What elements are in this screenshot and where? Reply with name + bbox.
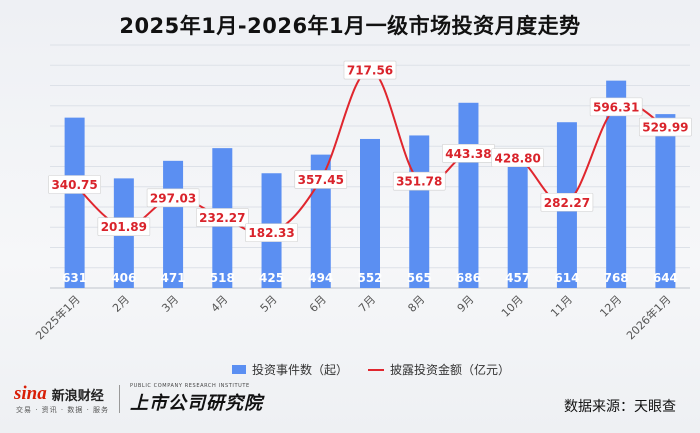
bar <box>458 102 479 288</box>
line-value-label: 201.89 <box>97 217 151 236</box>
line-value-text: 340.75 <box>51 178 97 192</box>
bar-value-label: 644 <box>653 271 678 285</box>
line-value-text: 443.38 <box>445 147 491 161</box>
bar-value-label: 518 <box>210 271 235 285</box>
footer-divider <box>119 385 121 413</box>
line-value-box <box>540 192 594 212</box>
line-value-box <box>48 175 101 194</box>
x-tick-label: 9月 <box>455 293 477 315</box>
legend-item-bar: 投资事件数（起） <box>232 361 348 378</box>
bar <box>606 80 627 288</box>
bar-value-label: 631 <box>62 271 87 285</box>
line-value-label: 357.45 <box>294 170 348 189</box>
line-value-text: 282.27 <box>544 196 590 210</box>
bar-value-label: 768 <box>604 271 629 285</box>
line-value-box <box>639 117 692 137</box>
bar-value-label: 457 <box>505 271 530 285</box>
line-value-label: 596.31 <box>589 97 643 117</box>
x-tick-label: 11月 <box>548 293 575 320</box>
footer-branding: sina 新浪财经 交易 · 资讯 · 数据 · 服务 上市公司研究院 PUBL… <box>14 383 263 415</box>
line-value-text: 201.89 <box>101 220 147 234</box>
line-value-box <box>343 60 397 80</box>
line-value-box <box>245 223 298 242</box>
legend-line-label: 披露投资金额（亿元） <box>390 363 511 377</box>
line-value-label: 443.38 <box>442 144 495 163</box>
line-value-text: 297.03 <box>150 191 196 205</box>
line-value-label: 182.33 <box>245 223 298 242</box>
line-value-box <box>491 148 544 168</box>
institute-logo: 上市公司研究院 PUBLIC COMPANY RESEARCH INSTITUT… <box>130 383 263 415</box>
line-value-label: 297.03 <box>146 188 200 208</box>
line-value-label: 282.27 <box>540 192 594 212</box>
sina-finance-logo: sina 新浪财经 交易 · 资讯 · 数据 · 服务 <box>14 383 109 415</box>
bar <box>655 114 676 289</box>
bar <box>163 160 184 288</box>
line-value-label: 529.99 <box>639 117 692 137</box>
line-value-label: 428.80 <box>491 148 544 168</box>
legend-item-line: 披露投资金额（亿元） <box>368 361 510 378</box>
bar-value-label: 425 <box>259 271 284 285</box>
line-value-label: 340.75 <box>48 175 101 194</box>
bar-value-label: 686 <box>456 271 481 285</box>
x-tick-label: 7月 <box>356 293 378 315</box>
line-value-text: 529.99 <box>642 121 688 135</box>
x-tick-label: 10月 <box>499 293 526 320</box>
bar-series <box>64 80 676 289</box>
bar-value-label: 565 <box>407 271 432 285</box>
line-value-box <box>146 188 200 208</box>
chart-title: 2025年1月-2026年1月一级市场投资月度走势 <box>119 14 581 38</box>
line-value-box <box>392 171 446 191</box>
line-value-text: 596.31 <box>593 100 639 114</box>
bar <box>409 135 430 288</box>
bar <box>507 164 528 288</box>
bar <box>64 117 85 288</box>
line-value-text: 717.56 <box>347 64 393 78</box>
line-value-text: 351.78 <box>396 175 442 189</box>
x-tick-label: 2月 <box>110 293 132 315</box>
line-value-label: 232.27 <box>196 208 249 227</box>
legend-line-swatch <box>368 368 384 371</box>
line-value-text: 232.27 <box>199 211 245 225</box>
sina-logo-text: sina <box>14 383 47 404</box>
x-tick-label: 2025年1月 <box>33 292 83 342</box>
line-value-box <box>196 208 249 227</box>
legend: 投资事件数（起） 披露投资金额（亿元） <box>0 361 700 377</box>
x-tick-label: 8月 <box>405 293 427 315</box>
line-value-box <box>294 170 348 189</box>
bar-value-label: 471 <box>161 271 186 285</box>
bar-value-label: 494 <box>308 271 333 285</box>
line-value-text: 182.33 <box>248 226 294 240</box>
sina-finance-name: 新浪财经 <box>51 388 104 404</box>
x-tick-label: 4月 <box>209 293 231 315</box>
line-value-text: 357.45 <box>298 173 344 187</box>
line-value-label: 717.56 <box>343 60 397 80</box>
institute-english-name: PUBLIC COMPANY RESEARCH INSTITUTE <box>130 383 250 389</box>
line-value-box <box>589 97 643 117</box>
sina-finance-tagline: 交易 · 资讯 · 数据 · 服务 <box>16 406 110 414</box>
line-value-box <box>97 217 151 236</box>
bar <box>360 138 380 288</box>
data-source: 数据来源：天眼查 <box>564 399 676 415</box>
bar-value-label: 406 <box>111 271 136 285</box>
x-tick-label: 5月 <box>258 293 280 315</box>
legend-bar-swatch <box>232 365 246 374</box>
line-value-label: 351.78 <box>392 171 446 191</box>
x-tick-label: 3月 <box>159 293 181 315</box>
institute-name: 上市公司研究院 <box>130 393 264 413</box>
line-value-text: 428.80 <box>495 151 541 165</box>
x-tick-label: 2026年1月 <box>623 292 673 342</box>
bar-value-label: 614 <box>554 271 579 285</box>
bar-value-label: 552 <box>357 271 382 285</box>
x-tick-label: 12月 <box>597 293 624 320</box>
x-tick-label: 6月 <box>307 293 329 315</box>
legend-bar-label: 投资事件数（起） <box>252 363 349 377</box>
